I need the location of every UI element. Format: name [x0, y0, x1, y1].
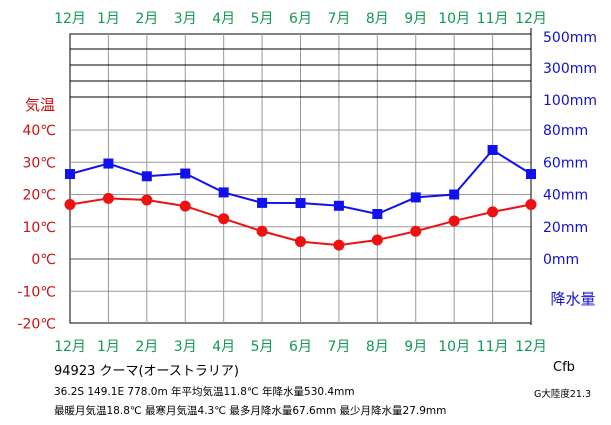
temperature-point	[256, 225, 268, 237]
temperature-axis-ticks: 40℃ 30℃ 20℃ 10℃ 0℃ -10℃ -20℃	[17, 123, 56, 333]
precipitation-axis-ticks: 500mm 300mm 100mm 80mm 60mm 40mm 20mm 0mm	[543, 30, 597, 268]
precipitation-point	[333, 200, 344, 211]
temperature-point	[218, 213, 230, 225]
temp-tick-label: 10℃	[22, 220, 56, 236]
month-label: 4月	[212, 11, 235, 27]
precipitation-axis-label: 降水量	[550, 290, 595, 308]
precip-tick-label: 100mm	[543, 93, 597, 109]
month-label: 2月	[135, 11, 158, 27]
precipitation-point	[141, 171, 152, 182]
precipitation-point	[218, 187, 229, 198]
precip-tick-label: 60mm	[543, 155, 588, 171]
temp-tick-label: 20℃	[22, 188, 56, 204]
precip-tick-label: 40mm	[543, 188, 588, 204]
temperature-point	[179, 200, 191, 212]
month-label: 11月	[477, 339, 509, 355]
koppen-class: Cfb	[553, 360, 575, 375]
month-label: 10月	[438, 339, 470, 355]
month-label: 2月	[135, 339, 158, 355]
temperature-axis-label: 気温	[25, 96, 55, 114]
month-label: 5月	[251, 11, 274, 27]
top-month-labels: 12月 1月 2月 3月 4月 5月 6月 7月 8月 9月 10月 11月 12月	[54, 11, 547, 27]
precip-tick-label: 500mm	[543, 30, 597, 46]
month-label: 9月	[404, 339, 427, 355]
month-label: 7月	[327, 339, 350, 355]
month-label: 12月	[54, 339, 86, 355]
station-stats-line2: 最暖月気温18.8℃ 最寒月気温4.3℃ 最多月降水量67.6mm 最少月降水量…	[54, 405, 447, 417]
temperature-point	[64, 198, 76, 210]
precipitation-point	[449, 189, 460, 200]
month-label: 5月	[251, 339, 274, 355]
temperature-point	[141, 194, 153, 206]
temperature-point	[295, 236, 306, 248]
month-label: 9月	[404, 11, 427, 27]
month-label: 1月	[97, 11, 120, 27]
temperature-point	[525, 198, 537, 210]
precipitation-point	[180, 168, 191, 179]
temp-tick-label: 0℃	[31, 252, 56, 268]
continentality-index: G大陸度21.3	[534, 389, 592, 400]
precip-tick-label: 20mm	[543, 220, 588, 236]
temperature-point	[410, 225, 422, 237]
station-stats-line1: 36.2S 149.1E 778.0m 年平均気温11.8℃ 年降水量530.4…	[54, 386, 355, 398]
temperature-point	[448, 215, 460, 227]
month-label: 7月	[327, 11, 350, 27]
month-label: 1月	[97, 339, 120, 355]
series-layer	[64, 144, 537, 251]
temperature-point	[371, 234, 383, 246]
month-label: 3月	[174, 11, 197, 27]
month-label: 11月	[477, 11, 509, 27]
month-label: 12月	[515, 11, 547, 27]
temp-tick-label: -20℃	[17, 317, 56, 333]
precip-tick-label: 80mm	[543, 123, 588, 139]
month-label: 6月	[289, 11, 312, 27]
month-label: 12月	[54, 11, 86, 27]
month-label: 8月	[366, 11, 389, 27]
precip-tick-label: 300mm	[543, 61, 597, 77]
precip-tick-label: 0mm	[543, 252, 579, 268]
temp-tick-label: 40℃	[22, 123, 56, 139]
bottom-month-labels: 12月 1月 2月 3月 4月 5月 6月 7月 8月 9月 10月 11月 12月	[54, 339, 547, 355]
chart-grid	[69, 28, 532, 325]
temperature-point	[102, 192, 114, 204]
month-label: 8月	[366, 339, 389, 355]
temperature-point	[487, 206, 499, 218]
month-label: 10月	[438, 11, 470, 27]
precipitation-point	[103, 158, 114, 169]
precipitation-point	[295, 198, 306, 209]
month-label: 3月	[174, 339, 197, 355]
precipitation-point	[526, 169, 536, 180]
precipitation-point	[487, 144, 498, 155]
precipitation-point	[257, 197, 268, 208]
precipitation-point	[65, 169, 75, 180]
month-label: 12月	[515, 339, 547, 355]
precipitation-point	[410, 192, 421, 203]
temperature-point	[333, 239, 345, 251]
temp-tick-label: 30℃	[22, 155, 56, 171]
month-label: 6月	[289, 339, 312, 355]
temp-tick-label: -10℃	[17, 284, 56, 300]
month-label: 4月	[212, 339, 235, 355]
station-title: 94923 クーマ(オーストラリア)	[54, 364, 239, 379]
precipitation-point	[372, 209, 383, 220]
